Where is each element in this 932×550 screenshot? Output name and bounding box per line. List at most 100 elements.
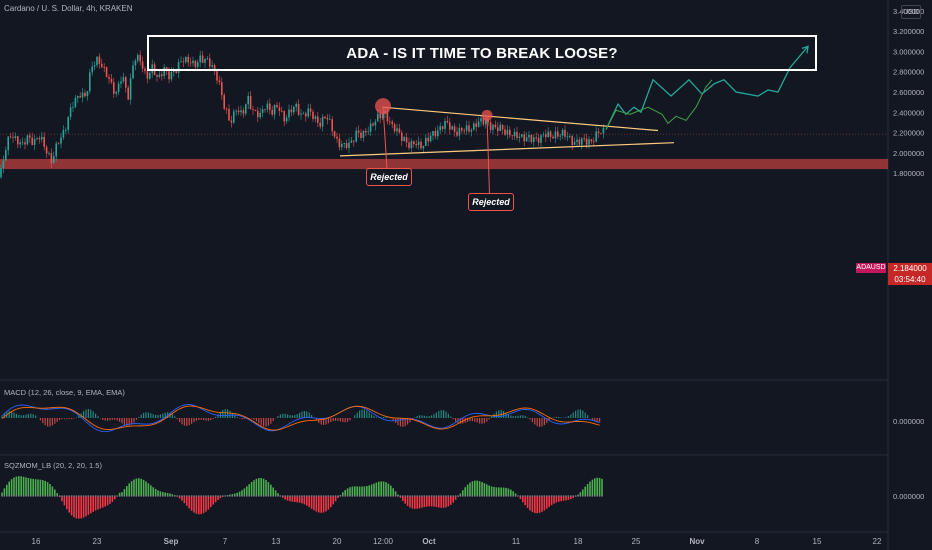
candle-body	[81, 92, 84, 98]
sqzmom-dot	[490, 495, 493, 497]
candle-body	[201, 55, 204, 63]
sqzmom-dot	[236, 495, 238, 497]
candle-body	[504, 129, 506, 135]
candle-body	[523, 134, 525, 142]
sqzmom-dot	[10, 495, 13, 497]
candle-body	[571, 136, 573, 145]
candle-body	[187, 56, 189, 63]
sqzmom-dot	[128, 495, 130, 497]
sqzmom-dot	[44, 495, 46, 497]
sqzmom-dot	[426, 495, 428, 497]
sqzmom-dot	[548, 495, 550, 497]
sqzmom-dot	[510, 495, 512, 497]
candle-body	[60, 137, 62, 144]
candle-body	[216, 71, 218, 81]
sqzmom-dot	[325, 495, 327, 497]
sqzmom-dot	[368, 495, 370, 497]
candle-body	[444, 120, 446, 129]
candle-body	[343, 143, 345, 144]
candle-body	[158, 74, 161, 77]
candle-body	[305, 113, 307, 117]
sqzmom-dot	[570, 495, 572, 497]
candle-body	[194, 60, 197, 67]
candle-body	[501, 124, 504, 130]
sqzmom-dot	[82, 495, 85, 497]
sqzmom-dot	[435, 495, 438, 497]
sqzmom-dot	[306, 495, 308, 497]
candle-body	[101, 63, 103, 68]
sqzmom-dot	[457, 495, 459, 497]
candle-body	[93, 65, 96, 67]
bar-countdown: 03:54:40	[894, 275, 926, 284]
sqzmom-dot	[46, 495, 49, 497]
candle-body	[281, 110, 283, 112]
candle-body	[273, 104, 276, 115]
candle-body	[554, 131, 557, 139]
candle-body	[5, 150, 7, 161]
sqzmom-dot	[291, 495, 294, 497]
candle-body	[559, 135, 561, 137]
candle-body	[146, 71, 149, 79]
rejected-label-1: Rejected	[370, 172, 408, 182]
candle-body	[293, 106, 295, 113]
currency-button[interactable]: USD	[901, 5, 921, 19]
y-tick-label: 1.800000	[893, 169, 924, 178]
sqzmom-zero-label: 0.000000	[893, 492, 924, 501]
rejected-callout-2: Rejected	[468, 193, 514, 211]
x-tick-label: Oct	[422, 537, 436, 546]
sqzmom-dot	[519, 495, 522, 497]
sqzmom-dot	[447, 495, 450, 497]
candle-body	[453, 126, 456, 132]
candle-body	[53, 156, 55, 164]
candle-body	[475, 123, 477, 127]
candle-body	[230, 120, 233, 123]
sqzmom-dot	[56, 495, 58, 497]
sqzmom-dot	[109, 495, 111, 497]
candle-body	[156, 75, 158, 77]
sqzmom-dot	[478, 495, 481, 497]
sqzmom-dot	[382, 495, 385, 497]
sqzmom-dot	[183, 495, 186, 497]
sqzmom-dot	[313, 495, 315, 497]
candle-body	[163, 67, 165, 77]
sqzmom-dot	[601, 495, 603, 497]
candle-body	[389, 121, 391, 123]
sqzmom-dot	[529, 495, 531, 497]
candle-body	[17, 136, 19, 145]
candle-body	[492, 124, 494, 130]
sqzmom-dot	[126, 495, 128, 497]
x-tick-label: 16	[32, 537, 41, 546]
sqzmom-dot	[219, 495, 222, 497]
sqzmom-dot	[546, 495, 548, 497]
x-tick-label: Sep	[164, 537, 179, 546]
sqzmom-dot	[212, 495, 214, 497]
macd-label: MACD (12, 26, close, 9, EMA, EMA)	[4, 388, 125, 397]
candle-body	[432, 130, 434, 136]
candle-body	[125, 77, 127, 88]
sqzmom-dot	[198, 495, 200, 497]
macd-zero-label: 0.000000	[893, 417, 924, 426]
x-tick-label: 8	[755, 537, 760, 546]
candle-body	[240, 110, 242, 113]
candle-body	[456, 131, 458, 136]
sqzmom-dot	[397, 495, 399, 497]
sqzmom-dot	[370, 495, 373, 497]
candle-body	[89, 72, 91, 92]
candle-body	[2, 160, 5, 169]
candle-body	[297, 103, 300, 115]
macd-pane	[1, 404, 601, 433]
sqzmom-dot	[514, 495, 517, 497]
sqzmom-dot	[303, 495, 306, 497]
candle-body	[588, 139, 590, 145]
sqzmom-dot	[363, 495, 366, 497]
sqzmom-dot	[207, 495, 210, 497]
sqzmom-dot	[351, 495, 354, 497]
candle-body	[595, 131, 597, 142]
rejected-marker	[375, 98, 391, 115]
sqzmom-dot	[459, 495, 462, 497]
sqzmom-dot	[380, 495, 382, 497]
x-tick-label: 23	[93, 537, 102, 546]
sqzmom-dot	[255, 495, 258, 497]
candle-body	[353, 140, 355, 142]
